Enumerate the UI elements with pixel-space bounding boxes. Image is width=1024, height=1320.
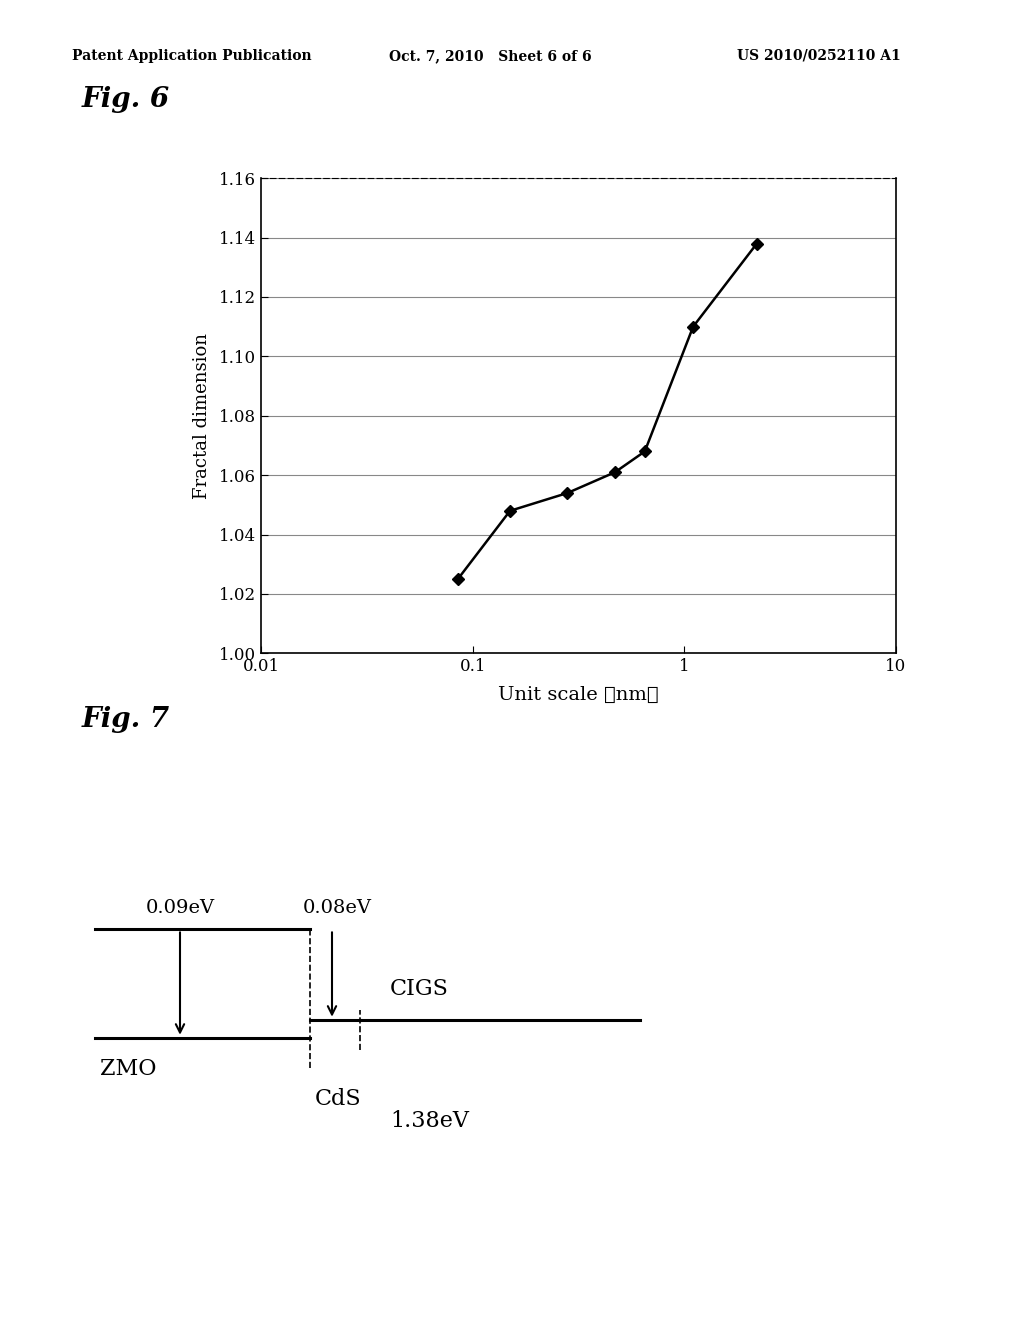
Text: 0.08eV: 0.08eV xyxy=(302,899,372,917)
X-axis label: Unit scale （nm）: Unit scale （nm） xyxy=(499,686,658,705)
Text: 1.38eV: 1.38eV xyxy=(390,1110,469,1131)
Text: Patent Application Publication: Patent Application Publication xyxy=(72,49,311,63)
Text: US 2010/0252110 A1: US 2010/0252110 A1 xyxy=(737,49,901,63)
Text: CIGS: CIGS xyxy=(390,978,449,999)
Text: 0.09eV: 0.09eV xyxy=(145,899,215,917)
Text: Fig. 7: Fig. 7 xyxy=(82,706,170,733)
Y-axis label: Fractal dimension: Fractal dimension xyxy=(193,333,211,499)
Text: CdS: CdS xyxy=(315,1088,361,1110)
Text: ZMO: ZMO xyxy=(100,1057,157,1080)
Text: Fig. 6: Fig. 6 xyxy=(82,86,170,112)
Text: Oct. 7, 2010   Sheet 6 of 6: Oct. 7, 2010 Sheet 6 of 6 xyxy=(389,49,592,63)
